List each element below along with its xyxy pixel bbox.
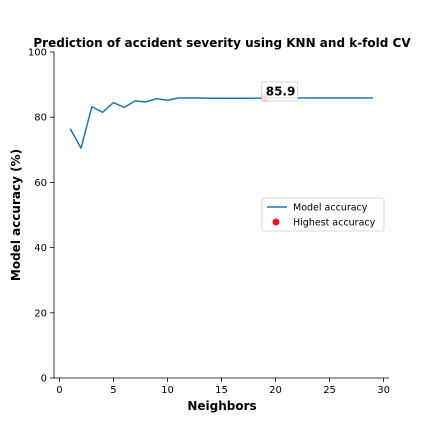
annotation-box (261, 81, 299, 102)
legend-swatch-highest-accuracy (272, 218, 280, 226)
x-tick-label: 0 (56, 385, 62, 396)
x-tick-label: 30 (377, 385, 390, 396)
x-tick-label: 20 (269, 385, 282, 396)
x-tick-label: 10 (161, 385, 174, 396)
y-tick-label: 40 (34, 243, 47, 254)
chart-title: Prediction of accident severity using KN… (33, 36, 411, 50)
y-tick-label: 60 (34, 178, 47, 189)
x-tick-label: 5 (110, 385, 116, 396)
annotation-label: 85.9 (266, 84, 296, 98)
legend-label-highest-accuracy: Highest accuracy (293, 218, 376, 229)
legend: Model accuracy Highest accuracy (261, 197, 385, 232)
y-tick-label: 100 (28, 48, 47, 59)
legend-label-model-accuracy: Model accuracy (293, 203, 368, 214)
x-tick-label: 25 (323, 385, 336, 396)
x-axis-label: Neighbors (187, 399, 256, 413)
series-line-model-accuracy (69, 97, 373, 149)
legend-frame (261, 197, 385, 232)
plot-area: 0 5 10 15 20 25 30 0 20 40 60 80 100 85.9 (28, 48, 390, 397)
y-tick-label: 0 (41, 374, 47, 385)
y-tick-label: 80 (34, 113, 47, 124)
x-tick-label: 15 (215, 385, 228, 396)
y-axis-label: Model accuracy (%) (9, 149, 23, 281)
y-tick-label: 20 (34, 308, 47, 319)
